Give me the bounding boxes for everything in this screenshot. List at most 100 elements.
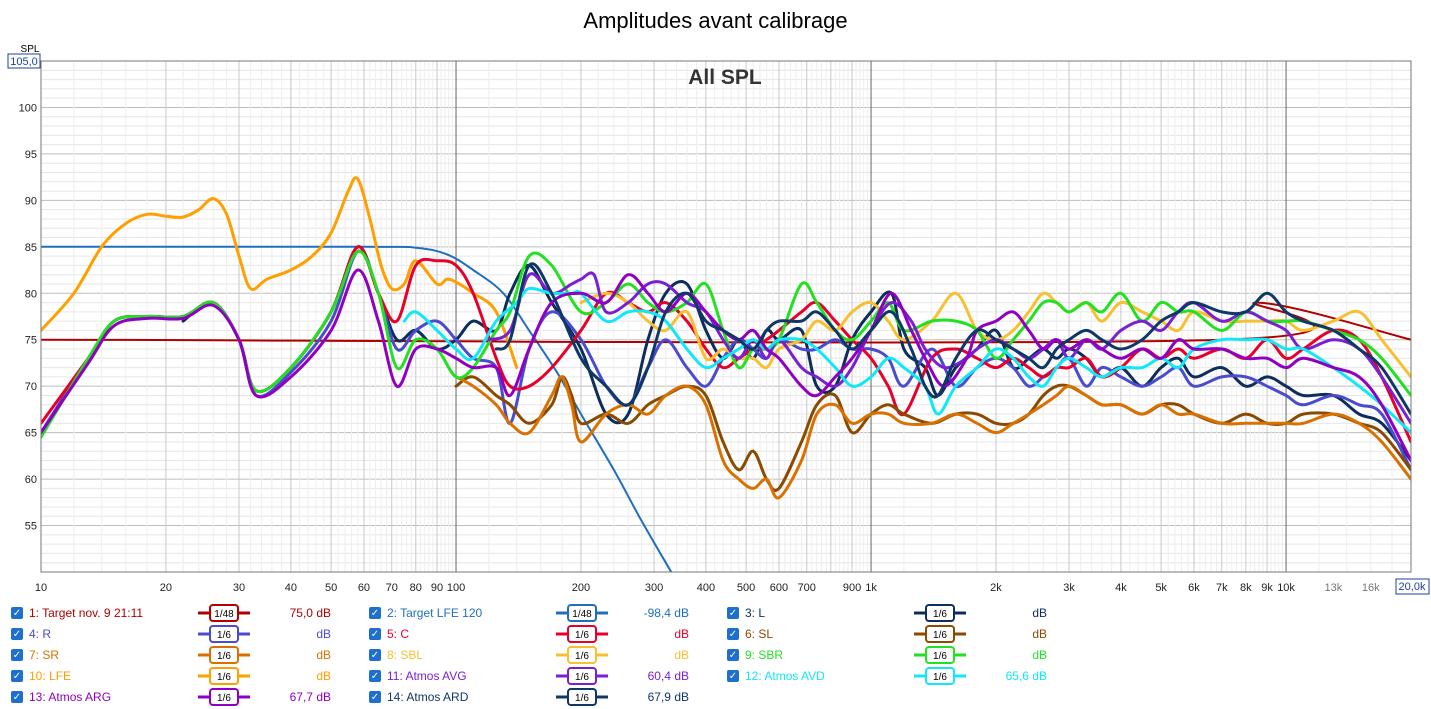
legend-item-8[interactable]: ✓ 8: SBL 1/6 dB xyxy=(369,645,709,665)
x-tick-label: 8k xyxy=(1240,582,1252,594)
spl-chart[interactable]: 55 60 65 70 75 80 85 90 95 100 10 20 30 40 50 60 70 80 90 1… xyxy=(0,0,1431,600)
x-tick-label: 5k xyxy=(1155,582,1167,594)
legend-swatch[interactable]: 1/6 xyxy=(554,646,610,664)
legend-item-6[interactable]: ✓ 6: SL 1/6 dB xyxy=(727,624,1067,644)
legend-item-4[interactable]: ✓ 4: R 1/6 dB xyxy=(11,624,351,644)
legend-checkbox[interactable]: ✓ xyxy=(727,649,739,661)
legend-item-1[interactable]: ✓ 1: Target nov. 9 21:11 1/48 75,0 dB xyxy=(11,603,351,623)
legend-value: 75,0 dB xyxy=(289,606,331,620)
legend-smoothing: 1/6 xyxy=(933,609,947,620)
chart-subtitle: All SPL xyxy=(688,66,762,89)
legend-item-9[interactable]: ✓ 9: SBR 1/6 dB xyxy=(727,645,1067,665)
legend-name: 11: Atmos AVG xyxy=(387,669,467,683)
legend-swatch[interactable]: 1/6 xyxy=(196,646,252,664)
series-line-8 xyxy=(579,291,1411,379)
x-tick-label: 50 xyxy=(325,582,337,594)
legend-swatch[interactable]: 1/6 xyxy=(912,625,968,643)
legend-item-14[interactable]: ✓ 14: Atmos ARD 1/6 67,9 dB xyxy=(369,687,709,707)
legend-swatch[interactable]: 1/6 xyxy=(196,688,252,706)
legend-swatch[interactable]: 1/48 xyxy=(196,604,252,622)
legend-checkbox[interactable]: ✓ xyxy=(11,670,23,682)
legend-name: 12: Atmos AVD xyxy=(745,669,825,683)
legend-smoothing: 1/6 xyxy=(933,672,947,683)
legend-swatch[interactable]: 1/48 xyxy=(554,604,610,622)
x-tick-label: 90 xyxy=(431,582,443,594)
series-line-11 xyxy=(487,271,1411,425)
legend-name: 4: R xyxy=(29,627,52,641)
plot-border xyxy=(40,60,1412,573)
x-tick-label: 900 xyxy=(843,582,861,594)
x-tick-label: 100 xyxy=(447,582,465,594)
legend-item-10[interactable]: ✓ 10: LFE 1/6 dB xyxy=(11,666,351,686)
legend-value: -98,4 dB xyxy=(643,606,689,620)
series-line-2 xyxy=(41,245,673,572)
legend-smoothing: 1/6 xyxy=(575,672,589,683)
legend-smoothing: 1/6 xyxy=(575,651,589,662)
legend-value: dB xyxy=(316,648,331,662)
x-tick-label: 20 xyxy=(160,582,172,594)
legend-swatch[interactable]: 1/6 xyxy=(554,667,610,685)
legend-swatch[interactable]: 1/6 xyxy=(554,625,610,643)
x-tick-label: 60 xyxy=(358,582,370,594)
legend-item-3[interactable]: ✓ 3: L 1/6 dB xyxy=(727,603,1067,623)
legend-value: 67,7 dB xyxy=(289,690,331,704)
legend-swatch[interactable]: 1/6 xyxy=(196,667,252,685)
legend-smoothing: 1/6 xyxy=(933,651,947,662)
legend-item-5[interactable]: ✓ 5: C 1/6 dB xyxy=(369,624,709,644)
series-layer xyxy=(41,176,1411,572)
x-tick-label: 13k xyxy=(1324,582,1342,594)
legend-checkbox[interactable]: ✓ xyxy=(369,607,381,619)
legend-checkbox[interactable]: ✓ xyxy=(727,670,739,682)
legend-item-12[interactable]: ✓ 12: Atmos AVD 1/6 65,6 dB xyxy=(727,666,1067,686)
legend-checkbox[interactable]: ✓ xyxy=(369,628,381,640)
legend-checkbox[interactable]: ✓ xyxy=(727,607,739,619)
x-tick-label: 6k xyxy=(1188,582,1200,594)
legend-checkbox[interactable]: ✓ xyxy=(11,628,23,640)
legend-swatch[interactable]: 1/6 xyxy=(912,667,968,685)
x-tick-label: 200 xyxy=(572,582,590,594)
legend-value: dB xyxy=(674,627,689,641)
x-tick-label: 9k xyxy=(1261,582,1273,594)
legend-checkbox[interactable]: ✓ xyxy=(11,691,23,703)
x-tick-label: 80 xyxy=(410,582,422,594)
legend-item-11[interactable]: ✓ 11: Atmos AVG 1/6 60,4 dB xyxy=(369,666,709,686)
x-tick-label: 400 xyxy=(697,582,715,594)
legend-value: dB xyxy=(1032,648,1047,662)
legend-swatch[interactable]: 1/6 xyxy=(554,688,610,706)
y-tick-label: 80 xyxy=(25,288,37,300)
x-tick-label: 700 xyxy=(798,582,816,594)
x-tick-label: 70 xyxy=(386,582,398,594)
legend-smoothing: 1/6 xyxy=(933,630,947,641)
legend-swatch[interactable]: 1/6 xyxy=(912,604,968,622)
x-tick-label: 4k xyxy=(1115,582,1127,594)
series-line-14 xyxy=(494,262,1411,416)
legend-name: 1: Target nov. 9 21:11 xyxy=(29,606,144,620)
legend-checkbox[interactable]: ✓ xyxy=(369,649,381,661)
y-tick-label: 70 xyxy=(25,381,37,393)
legend-item-2[interactable]: ✓ 2: Target LFE 120 1/48 -98,4 dB xyxy=(369,603,709,623)
legend-item-7[interactable]: ✓ 7: SR 1/6 dB xyxy=(11,645,351,665)
legend-checkbox[interactable]: ✓ xyxy=(727,628,739,640)
legend-item-13[interactable]: ✓ 13: Atmos ARG 1/6 67,7 dB xyxy=(11,687,351,707)
x-tick-label: 16k xyxy=(1362,582,1380,594)
legend-checkbox[interactable]: ✓ xyxy=(11,649,23,661)
legend-name: 6: SL xyxy=(745,627,774,641)
legend-name: 2: Target LFE 120 xyxy=(387,606,483,620)
legend-smoothing: 1/6 xyxy=(575,693,589,704)
legend-checkbox[interactable]: ✓ xyxy=(369,691,381,703)
chart-title: Amplitudes avant calibrage xyxy=(583,8,848,33)
legend-checkbox[interactable]: ✓ xyxy=(11,607,23,619)
legend-smoothing: 1/6 xyxy=(217,672,231,683)
legend-name: 9: SBR xyxy=(745,648,784,662)
x-tick-label: 7k xyxy=(1216,582,1228,594)
legend-smoothing: 1/48 xyxy=(572,609,592,620)
legend-swatch[interactable]: 1/6 xyxy=(912,646,968,664)
legend-checkbox[interactable]: ✓ xyxy=(369,670,381,682)
x-tick-label: 1k xyxy=(865,582,877,594)
x-end-box[interactable] xyxy=(1395,578,1430,595)
legend-value: 67,9 dB xyxy=(647,690,689,704)
legend-swatch[interactable]: 1/6 xyxy=(196,625,252,643)
y-top-box[interactable] xyxy=(7,53,41,69)
x-tick-label: 10 xyxy=(35,582,47,594)
y-tick-label: 55 xyxy=(25,521,37,533)
